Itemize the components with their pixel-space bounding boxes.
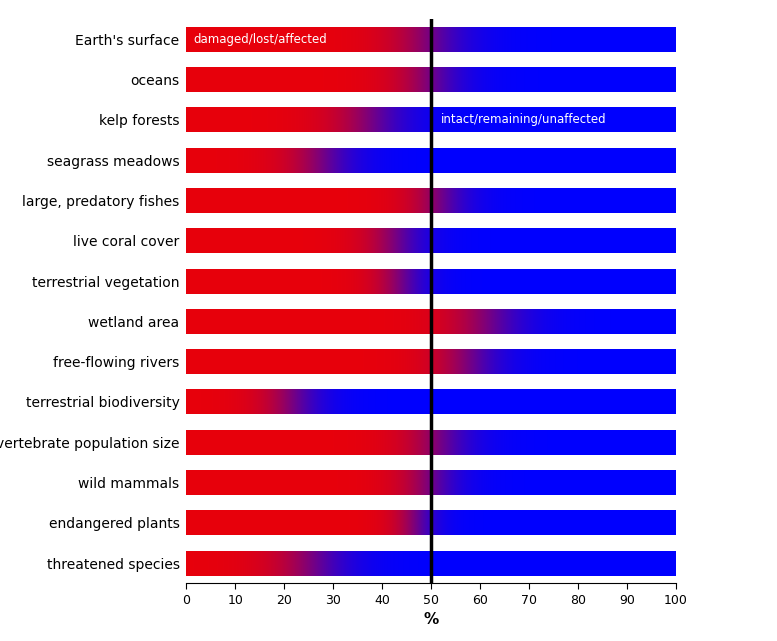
- Text: damaged/lost/affected: damaged/lost/affected: [193, 33, 328, 46]
- Text: intact/remaining/unaffected: intact/remaining/unaffected: [441, 113, 607, 126]
- X-axis label: %: %: [423, 612, 439, 628]
